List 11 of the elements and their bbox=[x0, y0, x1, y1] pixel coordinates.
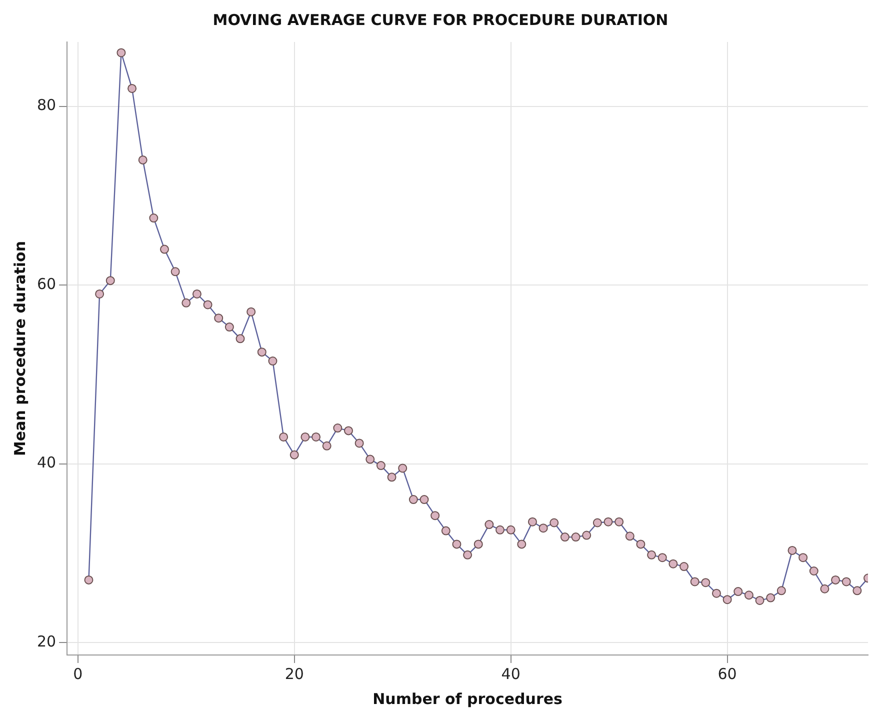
y-axis-title: Mean procedure duration bbox=[10, 240, 29, 456]
x-tick-label: 20 bbox=[284, 664, 304, 683]
x-tick-label: 0 bbox=[73, 664, 83, 683]
y-tick-label: 80 bbox=[36, 96, 56, 114]
x-tick-label: 60 bbox=[718, 664, 737, 683]
x-tick-label: 40 bbox=[501, 664, 520, 683]
y-tick-label: 60 bbox=[36, 274, 56, 293]
x-axis-title: Number of procedures bbox=[372, 690, 563, 708]
chart-title: MOVING AVERAGE CURVE FOR PROCEDURE DURATION bbox=[212, 10, 668, 29]
y-tick-label: 40 bbox=[36, 454, 56, 472]
y-tick-label: 20 bbox=[36, 632, 56, 650]
